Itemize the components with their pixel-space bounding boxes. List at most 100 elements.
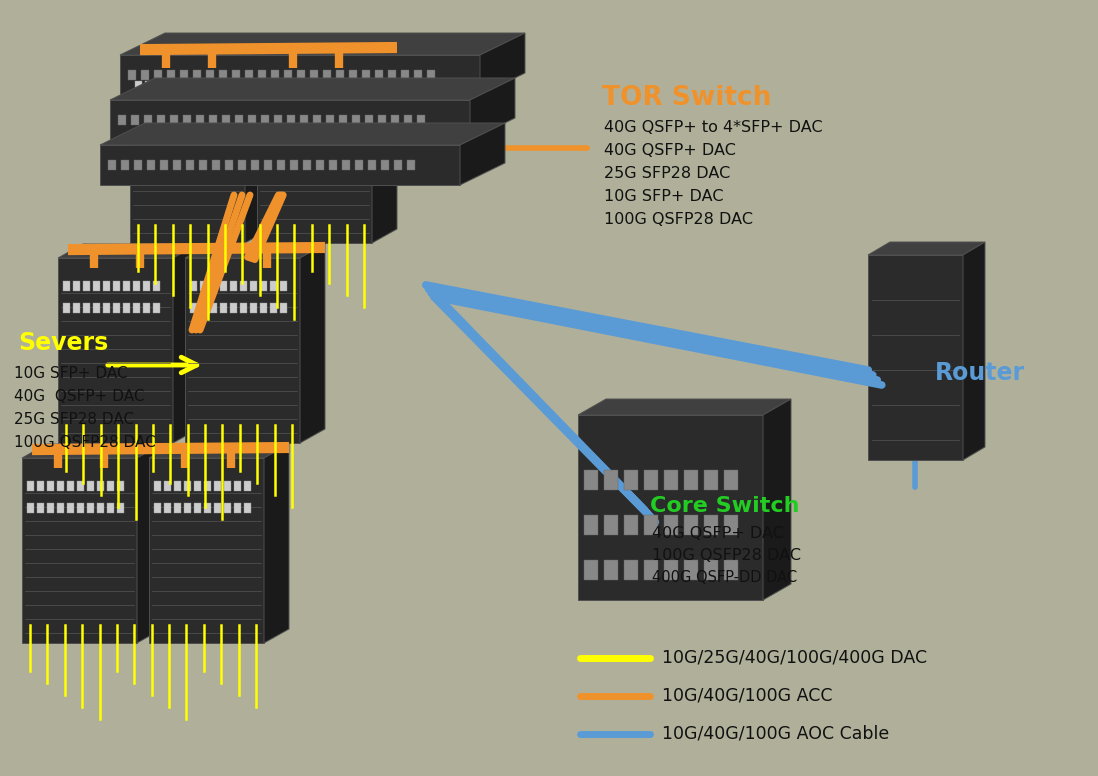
Polygon shape [300,115,309,125]
Text: 10G SFP+ DAC: 10G SFP+ DAC [604,189,724,204]
Polygon shape [624,515,638,535]
Polygon shape [72,281,80,291]
Polygon shape [110,78,515,100]
Polygon shape [229,303,237,313]
Polygon shape [107,481,114,491]
Polygon shape [194,481,201,491]
Polygon shape [107,503,114,513]
Polygon shape [145,81,152,91]
Polygon shape [262,81,269,91]
Polygon shape [77,481,85,491]
Polygon shape [130,58,245,243]
Polygon shape [368,160,376,170]
Polygon shape [57,481,64,491]
Polygon shape [165,81,172,91]
Text: Core Switch: Core Switch [650,496,799,516]
Polygon shape [103,281,110,291]
Polygon shape [67,481,74,491]
Polygon shape [149,458,264,643]
Polygon shape [199,160,208,170]
Polygon shape [262,103,269,113]
Polygon shape [175,81,182,91]
Polygon shape [664,560,677,580]
Polygon shape [225,81,232,91]
Polygon shape [215,103,222,113]
Polygon shape [83,281,90,291]
Polygon shape [414,70,422,80]
Polygon shape [280,281,287,291]
Polygon shape [154,503,161,513]
Polygon shape [310,70,318,80]
Polygon shape [184,81,192,91]
Polygon shape [219,70,227,80]
Polygon shape [684,560,698,580]
Polygon shape [322,81,329,91]
Polygon shape [153,303,160,313]
Polygon shape [341,103,349,113]
Polygon shape [100,145,460,185]
Polygon shape [128,70,136,80]
Polygon shape [724,515,738,535]
Polygon shape [257,44,397,58]
Polygon shape [645,560,658,580]
Polygon shape [57,503,64,513]
Polygon shape [272,103,279,113]
Polygon shape [290,160,298,170]
Polygon shape [190,281,197,291]
Polygon shape [724,470,738,490]
Polygon shape [113,281,120,291]
Polygon shape [97,481,104,491]
Text: Router: Router [935,361,1026,385]
Polygon shape [206,70,214,80]
Polygon shape [204,481,211,491]
Polygon shape [381,160,389,170]
Polygon shape [133,303,141,313]
Polygon shape [604,515,618,535]
Polygon shape [303,160,311,170]
Polygon shape [37,481,44,491]
Polygon shape [234,481,240,491]
Polygon shape [251,160,259,170]
Polygon shape [149,444,289,458]
Polygon shape [72,303,80,313]
Polygon shape [215,81,222,91]
Polygon shape [240,303,247,313]
Polygon shape [250,281,257,291]
Polygon shape [684,515,698,535]
Polygon shape [258,70,266,80]
Polygon shape [341,81,349,91]
Polygon shape [312,81,320,91]
Polygon shape [87,481,94,491]
Polygon shape [77,503,85,513]
Polygon shape [270,281,277,291]
Polygon shape [664,515,677,535]
Polygon shape [175,103,182,113]
Text: 40G QSFP+ DAC: 40G QSFP+ DAC [604,143,736,158]
Polygon shape [391,115,399,125]
Polygon shape [240,281,247,291]
Text: 100G QSFP28 DAC: 100G QSFP28 DAC [604,212,753,227]
Polygon shape [193,70,201,80]
Polygon shape [684,470,698,490]
Polygon shape [63,281,70,291]
Polygon shape [87,503,94,513]
Polygon shape [316,160,324,170]
Polygon shape [63,303,70,313]
Polygon shape [302,103,309,113]
Polygon shape [110,100,470,140]
Polygon shape [210,303,217,313]
Polygon shape [332,81,339,91]
Polygon shape [401,70,408,80]
Polygon shape [121,160,128,170]
Text: 40G  QSFP+ DAC: 40G QSFP+ DAC [14,389,145,404]
Polygon shape [164,503,171,513]
Polygon shape [300,244,325,443]
Polygon shape [194,503,201,513]
Polygon shape [322,103,329,113]
Polygon shape [197,115,204,125]
Polygon shape [372,44,397,243]
Polygon shape [264,444,289,643]
Polygon shape [417,115,425,125]
Polygon shape [394,160,402,170]
Polygon shape [173,481,181,491]
